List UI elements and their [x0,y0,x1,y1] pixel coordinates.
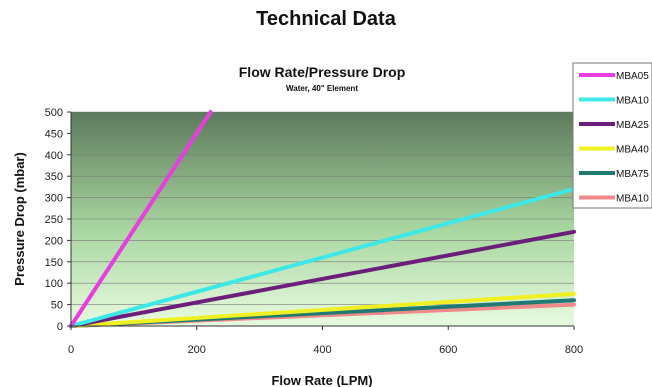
series-line-mba10 [69,187,576,328]
x-tick-label: 800 [565,344,583,356]
legend-box [572,62,652,209]
legend-label: MBA10 [616,194,649,205]
y-tick-label: 400 [45,150,63,162]
x-tick-label: 0 [68,344,74,356]
chart-title: Flow Rate/Pressure Drop [239,64,406,80]
x-tick-label: 200 [188,344,206,356]
legend-label: MBA05 [616,71,649,82]
x-axis-title: Flow Rate (LPM) [271,373,372,387]
legend-label: MBA75 [616,169,649,180]
y-tick-label: 100 [45,278,63,290]
y-axis-title: Pressure Drop (mbar) [12,152,27,286]
legend-label: MBA25 [616,120,649,131]
y-tick-label: 350 [45,171,63,183]
tick-labels: 0 50 100 150 200 250 300 350 400 450 500 0 200 400 600… [45,107,584,356]
y-tick-label: 50 [51,300,63,312]
y-tick-label: 0 [57,321,63,333]
y-tick-label: 150 [45,257,63,269]
legend-label: MBA10 [616,96,649,107]
x-tick-label: 600 [439,344,457,356]
y-tick-label: 300 [45,193,63,205]
legend: MBA05 MBA10 MBA25 MBA40 MBA75 MBA10 [572,62,652,209]
chart-subtitle: Water, 40" Element [286,84,358,93]
axes [67,111,575,330]
x-tick-label: 400 [313,344,331,356]
series-line-mba40 [69,291,576,328]
series-line-mba25 [69,229,576,328]
y-tick-label: 250 [45,214,63,226]
y-tick-label: 450 [45,128,63,140]
series-line-mba05 [69,110,213,328]
y-tick-label: 500 [45,107,63,119]
page-heading: Technical Data [256,8,396,30]
y-tick-label: 200 [45,235,63,247]
legend-label: MBA40 [616,145,649,156]
series-lines [69,110,576,328]
